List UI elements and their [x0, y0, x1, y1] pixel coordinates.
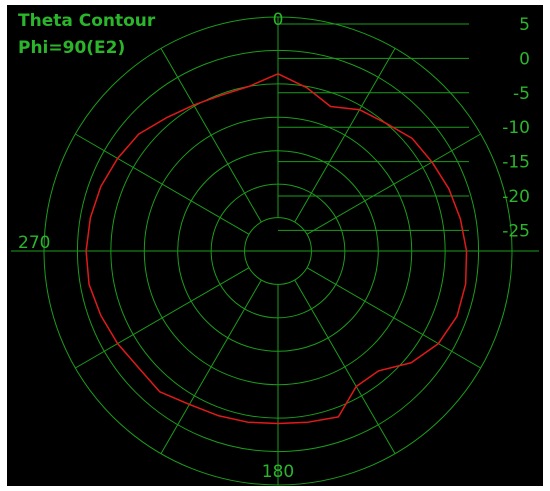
radial-tick-label: -15 [502, 153, 530, 173]
radial-tick-label: 5 [519, 15, 530, 35]
grid-spoke [294, 48, 396, 223]
chart-title: Theta Contour [18, 11, 156, 31]
grid-spoke [75, 267, 250, 369]
pattern-trace-line [85, 73, 468, 425]
radial-tick-labels: 5 0 -5 -10 -15 -20 -25 [502, 15, 530, 241]
grid-spoke [294, 279, 396, 454]
polar-plot-panel: 5 0 -5 -10 -15 -20 -25 0 270 180 Theta Contour P… [7, 5, 543, 486]
angle-label: 270 [18, 233, 50, 253]
polar-contour-chart: 5 0 -5 -10 -15 -20 -25 0 270 180 Theta Contour P… [11, 10, 539, 486]
radial-tick-label: -10 [502, 118, 530, 138]
grid-spoke [306, 267, 481, 369]
angle-label: 180 [262, 462, 294, 482]
grid-spoke [160, 279, 262, 454]
grid-spoke [160, 48, 262, 223]
radial-tick-label: -5 [513, 84, 530, 104]
chart-subtitle: Phi=90(E2) [18, 38, 125, 58]
angle-label: 0 [273, 10, 284, 30]
plot-title-block: Theta Contour Phi=90(E2) [18, 11, 156, 58]
radial-tick-label: -20 [502, 187, 530, 207]
radial-tick-leaders [278, 23, 469, 231]
pattern-trace-layer [85, 73, 468, 425]
radial-tick-label: 0 [519, 49, 530, 69]
grid-spoke [306, 133, 481, 235]
angular-grid-spokes [11, 17, 539, 485]
radial-tick-label: -25 [502, 221, 530, 241]
angle-labels: 0 270 180 [18, 10, 294, 482]
grid-spoke [75, 133, 250, 235]
